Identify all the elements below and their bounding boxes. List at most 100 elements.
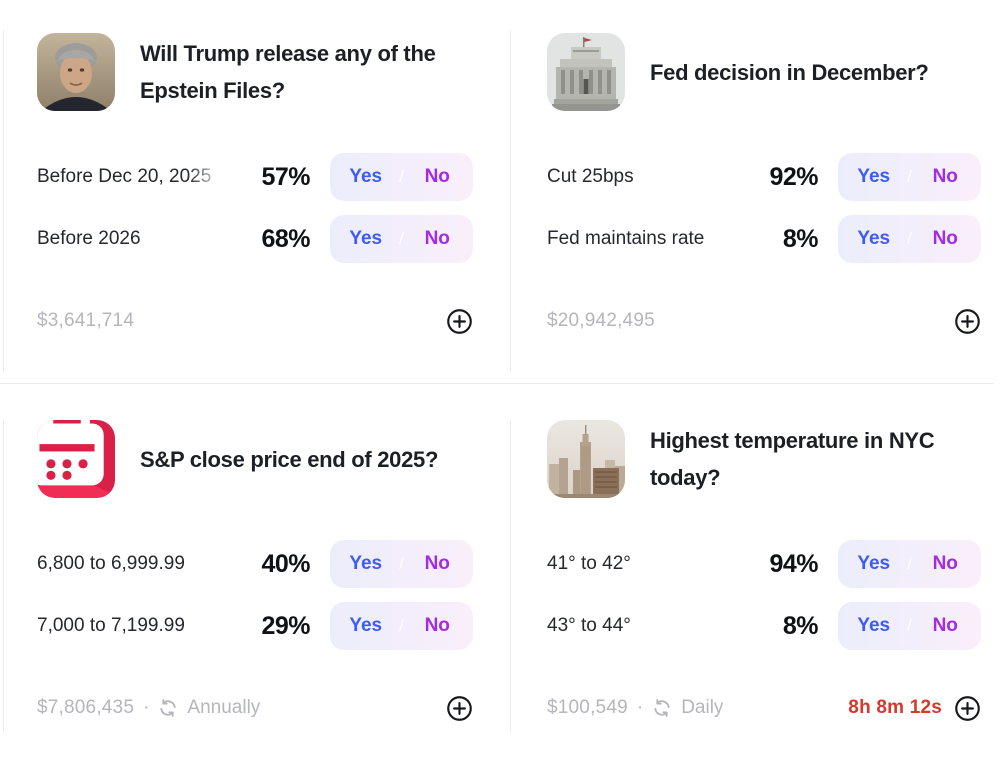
yes-no-separator: / (907, 167, 912, 186)
column-divider (510, 30, 511, 372)
card-footer: $7,806,435 · Annually (37, 694, 473, 722)
outcome-label: Fed maintains rate (547, 228, 705, 249)
outcome-row: 43° to 44° 8% Yes / No (547, 602, 981, 650)
outcome-label: 43° to 44° (547, 615, 631, 636)
card-footer: $3,641,714 (37, 307, 473, 335)
spx-logo: SPX (37, 420, 115, 498)
yes-no-button-group: Yes / No (838, 215, 981, 263)
outcome-row: Cut 25bps 92% Yes / No (547, 153, 981, 201)
no-button[interactable]: No (932, 228, 958, 249)
outcome-rows: 41° to 42° 94% Yes / No 43° to 44° 8% Ye… (547, 540, 981, 664)
yes-no-separator: / (399, 554, 404, 573)
footer-separator: · (143, 697, 150, 718)
recurrence-refresh-icon (654, 699, 670, 717)
yes-button[interactable]: Yes (857, 166, 891, 187)
yes-button[interactable]: Yes (857, 615, 891, 636)
volume-amount: $7,806,435 (37, 697, 135, 718)
yes-button[interactable]: Yes (349, 553, 383, 574)
yes-no-separator: / (399, 229, 404, 248)
calendar-icon (37, 420, 104, 486)
column-divider (510, 420, 511, 733)
yes-no-separator: / (907, 229, 912, 248)
outcome-label: Before 2026 (37, 228, 141, 249)
card-border-left (3, 30, 4, 372)
card-border-left (3, 420, 4, 733)
outcome-rows: 6,800 to 6,999.99 40% Yes / No 7,000 to … (37, 540, 473, 664)
card-header: Highest temperature in NYC today? (547, 420, 981, 498)
no-button[interactable]: No (424, 615, 450, 636)
outcome-label: 6,800 to 6,999.99 (37, 553, 185, 574)
recurrence-refresh-icon (160, 699, 177, 717)
market-card-epstein-files[interactable]: Will Trump release any of the Epstein Fi… (37, 33, 473, 369)
yes-button[interactable]: Yes (857, 228, 891, 249)
market-card-nyc-temperature[interactable]: Highest temperature in NYC today? 41° to… (547, 420, 981, 756)
yes-no-button-group: Yes / No (330, 215, 473, 263)
card-footer: $100,549 · Daily 8h 8m 12s (547, 694, 981, 722)
outcome-row: 41° to 42° 94% Yes / No (547, 540, 981, 588)
yes-button[interactable]: Yes (857, 553, 891, 574)
outcome-row: Before 2026 68% Yes / No (37, 215, 473, 263)
outcome-row: 6,800 to 6,999.99 40% Yes / No (37, 540, 473, 588)
no-button[interactable]: No (932, 615, 958, 636)
yes-no-separator: / (399, 616, 404, 635)
no-button[interactable]: No (424, 166, 450, 187)
countdown-timer: 8h 8m 12s (848, 697, 942, 718)
add-to-watchlist-button[interactable] (446, 695, 473, 722)
market-title[interactable]: S&P close price end of 2025? (140, 446, 439, 472)
card-footer: $20,942,495 (547, 307, 981, 335)
row-divider (0, 383, 994, 384)
outcome-rows: Before Dec 20, 2025 57% Yes / No Before … (37, 153, 473, 277)
yes-no-separator: / (907, 554, 912, 573)
yes-button[interactable]: Yes (349, 615, 383, 636)
outcome-probability: 94% (769, 549, 818, 578)
outcome-probability: 92% (769, 162, 818, 191)
outcome-row: Before Dec 20, 2025 57% Yes / No (37, 153, 473, 201)
yes-no-button-group: Yes / No (838, 602, 981, 650)
market-card-sp-close-price[interactable]: SPX S&P close price end of 2025? 6,800 t… (37, 420, 473, 756)
volume-amount: $100,549 (547, 697, 628, 718)
outcome-probability: 29% (261, 611, 310, 640)
yes-no-separator: / (907, 616, 912, 635)
yes-no-button-group: Yes / No (838, 540, 981, 588)
outcome-row: Fed maintains rate 8% Yes / No (547, 215, 981, 263)
no-button[interactable]: No (424, 228, 450, 249)
nyc-skyline-image (547, 420, 625, 498)
card-header: SPX S&P close price end of 2025? (37, 420, 473, 498)
outcome-probability: 40% (261, 549, 310, 578)
volume-amount: $20,942,495 (547, 310, 655, 331)
recurrence-label: Annually (187, 697, 261, 718)
card-header: Will Trump release any of the Epstein Fi… (37, 33, 473, 111)
outcome-probability: 8% (782, 224, 819, 253)
yes-no-separator: / (399, 167, 404, 186)
outcome-probability: 68% (261, 224, 310, 253)
yes-no-button-group: Yes / No (838, 153, 981, 201)
outcome-label: Before Dec 20, 2025 (37, 166, 230, 188)
no-button[interactable]: No (932, 166, 958, 187)
add-to-watchlist-button[interactable] (954, 695, 981, 722)
yes-button[interactable]: Yes (349, 228, 383, 249)
no-button[interactable]: No (932, 553, 958, 574)
outcome-label: 7,000 to 7,199.99 (37, 615, 185, 636)
no-button[interactable]: No (424, 553, 450, 574)
card-header: Fed decision in December? (547, 33, 981, 111)
outcome-label: Cut 25bps (547, 166, 634, 187)
outcome-rows: Cut 25bps 92% Yes / No Fed maintains rat… (547, 153, 981, 277)
yes-no-button-group: Yes / No (330, 602, 473, 650)
volume-amount: $3,641,714 (37, 310, 135, 331)
outcome-row: 7,000 to 7,199.99 29% Yes / No (37, 602, 473, 650)
add-to-watchlist-button[interactable] (954, 308, 981, 335)
market-title[interactable]: Fed decision in December? (650, 59, 929, 85)
outcome-label: 41° to 42° (547, 553, 631, 574)
market-title[interactable]: Highest temperature in NYC today? (650, 428, 935, 490)
yes-no-button-group: Yes / No (330, 153, 473, 201)
market-card-fed-decision[interactable]: Fed decision in December? Cut 25bps 92% … (547, 33, 981, 369)
recurrence-label: Daily (681, 697, 724, 718)
add-to-watchlist-button[interactable] (446, 308, 473, 335)
yes-button[interactable]: Yes (349, 166, 383, 187)
epstein-portrait-image (37, 33, 115, 111)
outcome-probability: 8% (782, 611, 819, 640)
market-title[interactable]: Will Trump release any of the Epstein Fi… (140, 41, 436, 103)
federal-reserve-building-image (547, 33, 625, 111)
yes-no-button-group: Yes / No (330, 540, 473, 588)
outcome-probability: 57% (261, 162, 310, 191)
